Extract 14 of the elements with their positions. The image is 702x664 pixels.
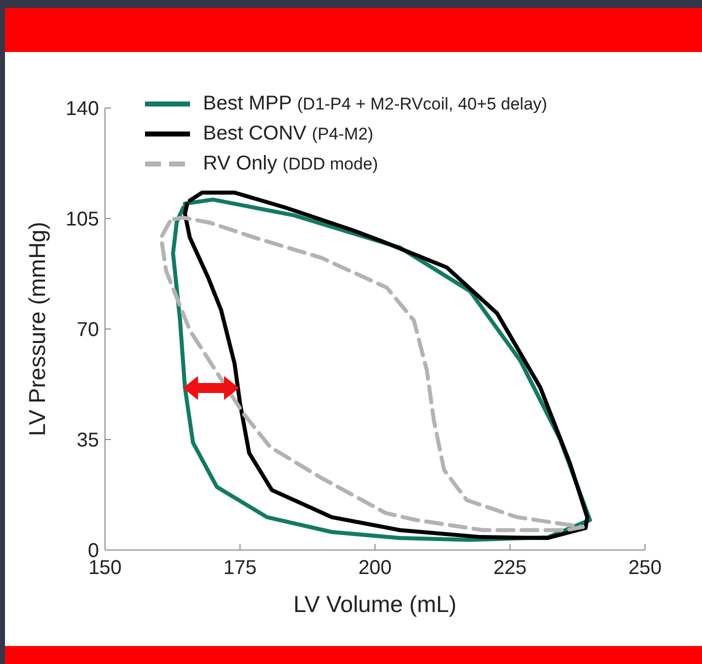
y-tick-label: 35 [76, 430, 99, 452]
x-axis-title: LV Volume (mL) [293, 591, 457, 617]
y-tick-label: 140 [66, 98, 99, 120]
x-tick-label: 225 [493, 557, 527, 580]
legend-label: Best MPP (D1-P4 + M2-RVcoil, 40+5 delay) [203, 92, 548, 115]
x-tick-label: 250 [628, 557, 662, 580]
legend-label: RV Only (DDD mode) [203, 152, 378, 175]
x-tick-label: 150 [88, 557, 122, 580]
y-tick-label: 70 [76, 319, 99, 341]
x-tick-label: 175 [223, 557, 257, 580]
legend-label: Best CONV (P4-M2) [203, 122, 374, 145]
y-axis-title: LV Pressure (mmHg) [24, 222, 50, 436]
y-tick-label: 105 [66, 208, 99, 230]
x-tick-label: 200 [358, 557, 392, 580]
